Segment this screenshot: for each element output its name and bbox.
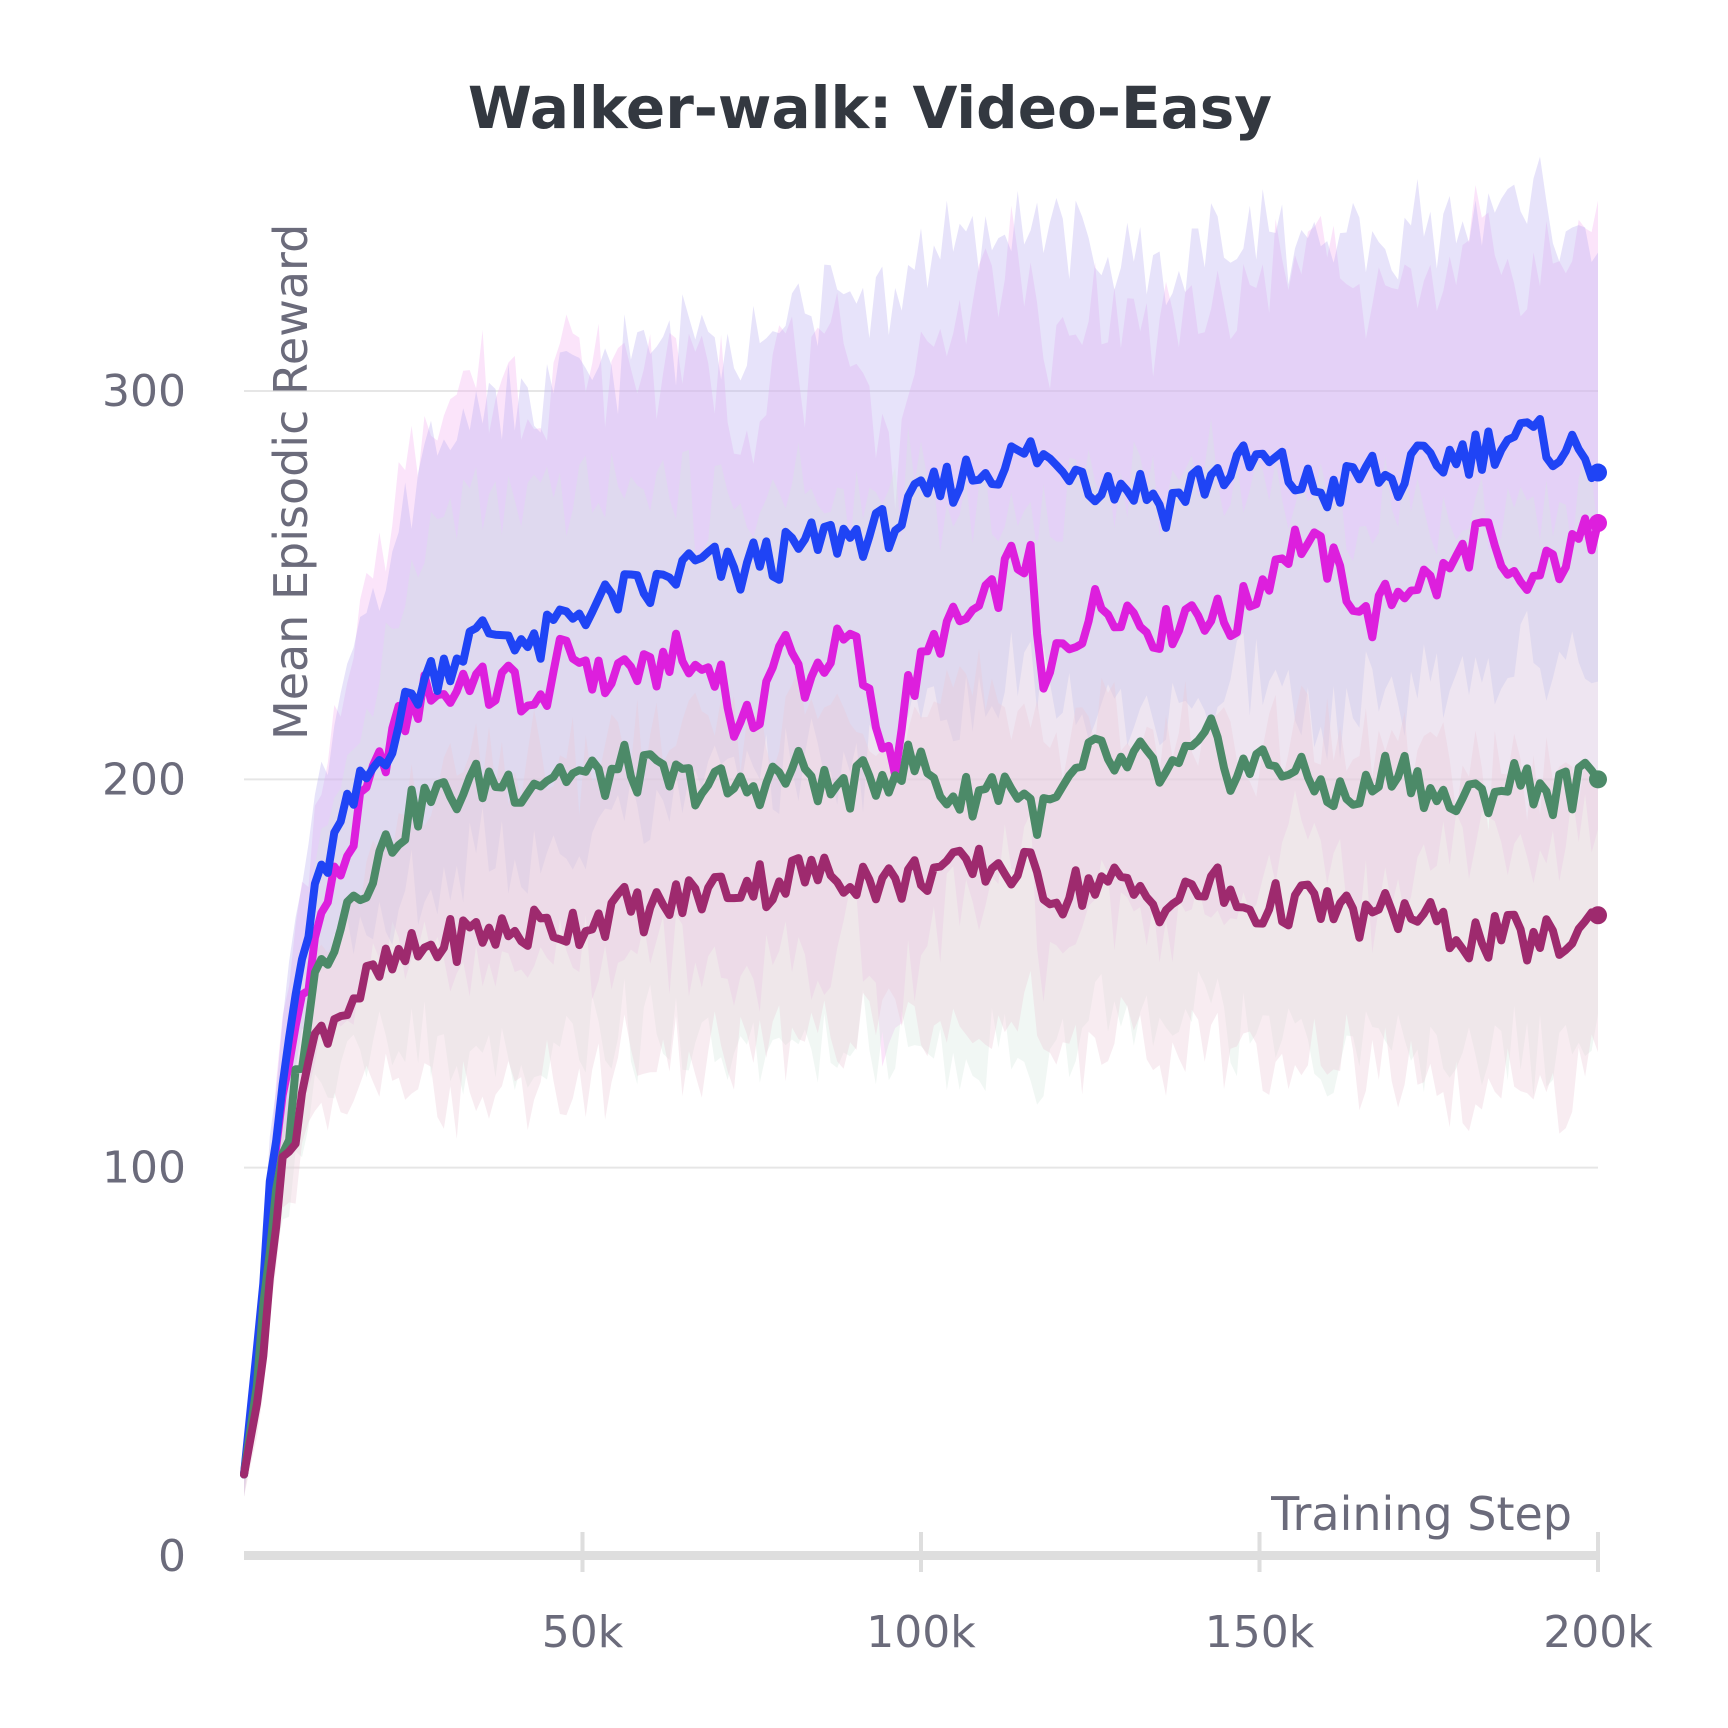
series-line-blue (240, 415, 1602, 1479)
series-line-magenta (240, 514, 1602, 1479)
series-line-maroon (240, 844, 1602, 1479)
y-tick-label-200: 200 (102, 754, 186, 805)
confidence-band-magenta (244, 185, 1598, 1497)
series-endpoints (1589, 463, 1607, 925)
x-tick-label-50k: 50k (542, 1607, 624, 1658)
x-axis-label: Training Step (1270, 1487, 1572, 1541)
series-endpoint-maroon (1589, 906, 1607, 925)
chart-title: Walker-walk: Video-Easy (468, 74, 1272, 142)
x-tick-label-150k: 150k (1205, 1607, 1315, 1658)
series-endpoint-blue (1589, 463, 1607, 482)
x-axis-ticks: 50k 100k 150k 200k (542, 1532, 1653, 1658)
x-tick-label-100k: 100k (866, 1607, 976, 1658)
y-tick-label-300: 300 (102, 366, 186, 417)
y-axis-label: Mean Episodic Reward (264, 224, 318, 740)
confidence-band-green (244, 418, 1598, 1497)
series-endpoint-magenta (1589, 514, 1607, 533)
y-tick-label-0: 0 (158, 1531, 186, 1582)
series-line-green (240, 714, 1602, 1479)
y-axis-ticks: 0 100 200 300 (102, 366, 186, 1582)
series-endpoint-green (1589, 770, 1607, 789)
confidence-band-maroon (244, 648, 1598, 1497)
confidence-bands (244, 156, 1598, 1497)
confidence-band-blue (244, 156, 1598, 1497)
y-tick-label-100: 100 (102, 1143, 186, 1194)
series-lines (240, 415, 1602, 1479)
x-tick-label-200k: 200k (1543, 1607, 1653, 1658)
